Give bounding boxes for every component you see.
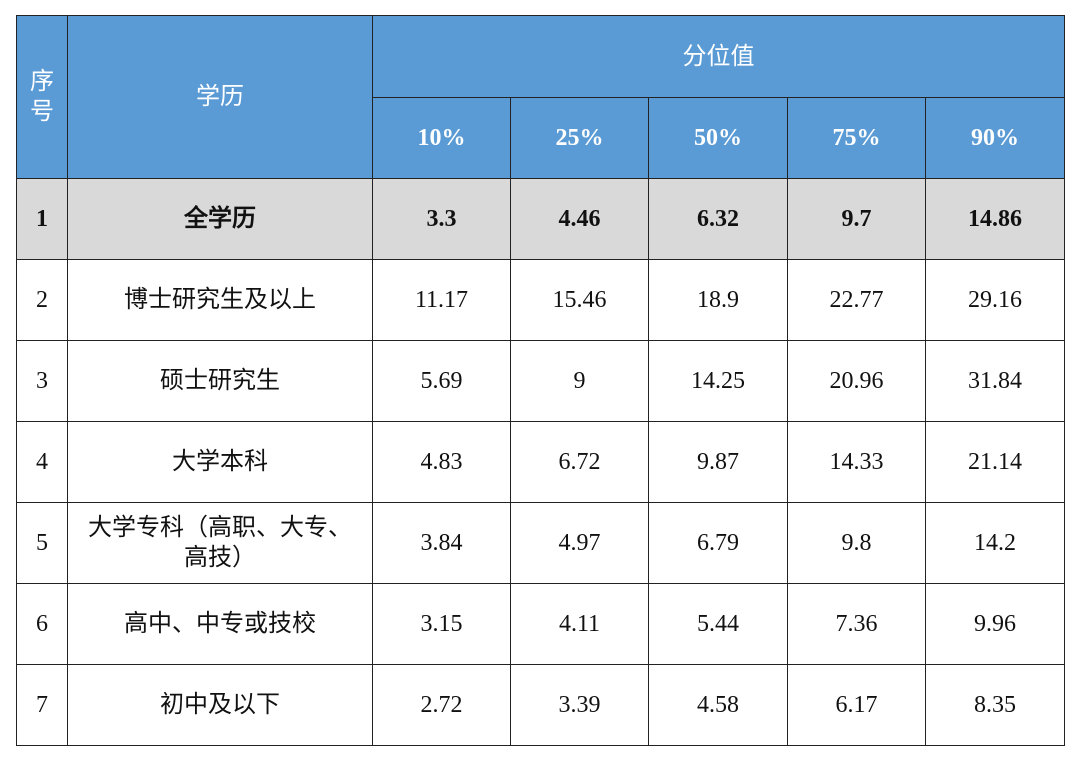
education-header: 学历: [67, 15, 373, 179]
value-cell: 3.3: [372, 178, 511, 260]
value-cell: 9.7: [787, 178, 926, 260]
education-cell: 全学历: [67, 178, 373, 260]
table-row: 2 博士研究生及以上 11.17 15.46 18.9 22.77 29.16: [16, 259, 1066, 341]
value-cell: 14.86: [924, 178, 1066, 260]
percentile-column-header: 75%: [787, 97, 926, 179]
table-row: 4 大学本科 4.83 6.72 9.87 14.33 21.14: [16, 421, 1066, 503]
seq-cell: 3: [16, 340, 68, 422]
value-cell: 6.79: [648, 502, 788, 584]
education-cell: 博士研究生及以上: [67, 259, 373, 341]
education-cell: 初中及以下: [67, 664, 373, 746]
value-cell: 3.15: [372, 583, 511, 665]
value-cell: 7.36: [787, 583, 926, 665]
value-cell: 5.69: [372, 340, 511, 422]
value-cell: 15.46: [510, 259, 649, 341]
percentile-header: 分位值: [371, 15, 1066, 98]
value-cell: 6.32: [648, 178, 788, 260]
value-cell: 4.46: [510, 178, 649, 260]
value-cell: 9.96: [924, 583, 1066, 665]
value-cell: 3.84: [372, 502, 511, 584]
education-cell: 硕士研究生: [67, 340, 373, 422]
percentile-column-header: 90%: [924, 97, 1066, 179]
value-cell: 5.44: [648, 583, 788, 665]
table-row: 3 硕士研究生 5.69 9 14.25 20.96 31.84: [16, 340, 1066, 422]
percentile-column-header: 25%: [510, 97, 649, 179]
table-row: 6 高中、中专或技校 3.15 4.11 5.44 7.36 9.96: [16, 583, 1066, 665]
value-cell: 11.17: [372, 259, 511, 341]
value-cell: 14.25: [648, 340, 788, 422]
education-cell: 大学本科: [67, 421, 373, 503]
seq-cell: 1: [16, 178, 68, 260]
education-cell: 大学专科（高职、大专、高技）: [67, 502, 373, 584]
seq-cell: 5: [16, 502, 68, 584]
value-cell: 14.33: [787, 421, 926, 503]
value-cell: 9: [510, 340, 649, 422]
value-cell: 3.39: [510, 664, 649, 746]
value-cell: 8.35: [924, 664, 1066, 746]
value-cell: 14.2: [924, 502, 1066, 584]
seq-cell: 4: [16, 421, 68, 503]
education-cell: 高中、中专或技校: [67, 583, 373, 665]
seq-cell: 7: [16, 664, 68, 746]
table-row: 7 初中及以下 2.72 3.39 4.58 6.17 8.35: [16, 664, 1066, 746]
value-cell: 31.84: [924, 340, 1066, 422]
percentile-column-header: 10%: [372, 97, 511, 179]
seq-cell: 2: [16, 259, 68, 341]
value-cell: 2.72: [372, 664, 511, 746]
value-cell: 4.97: [510, 502, 649, 584]
value-cell: 20.96: [787, 340, 926, 422]
value-cell: 21.14: [924, 421, 1066, 503]
value-cell: 29.16: [924, 259, 1066, 341]
seq-cell: 6: [16, 583, 68, 665]
value-cell: 4.83: [372, 421, 511, 503]
seq-header: 序号: [16, 15, 68, 179]
value-cell: 9.8: [787, 502, 926, 584]
table-row: 5 大学专科（高职、大专、高技） 3.84 4.97 6.79 9.8 14.2: [16, 502, 1066, 584]
value-cell: 6.72: [510, 421, 649, 503]
value-cell: 22.77: [787, 259, 926, 341]
percentile-column-header: 50%: [648, 97, 788, 179]
value-cell: 6.17: [787, 664, 926, 746]
value-cell: 4.58: [648, 664, 788, 746]
value-cell: 9.87: [648, 421, 788, 503]
salary-table: 序号 学历 分位值 10% 25% 50% 75% 90% 1 全学历 3.3 4.46 6.3…: [16, 15, 1066, 746]
value-cell: 18.9: [648, 259, 788, 341]
value-cell: 4.11: [510, 583, 649, 665]
table-row: 1 全学历 3.3 4.46 6.32 9.7 14.86: [16, 178, 1066, 260]
